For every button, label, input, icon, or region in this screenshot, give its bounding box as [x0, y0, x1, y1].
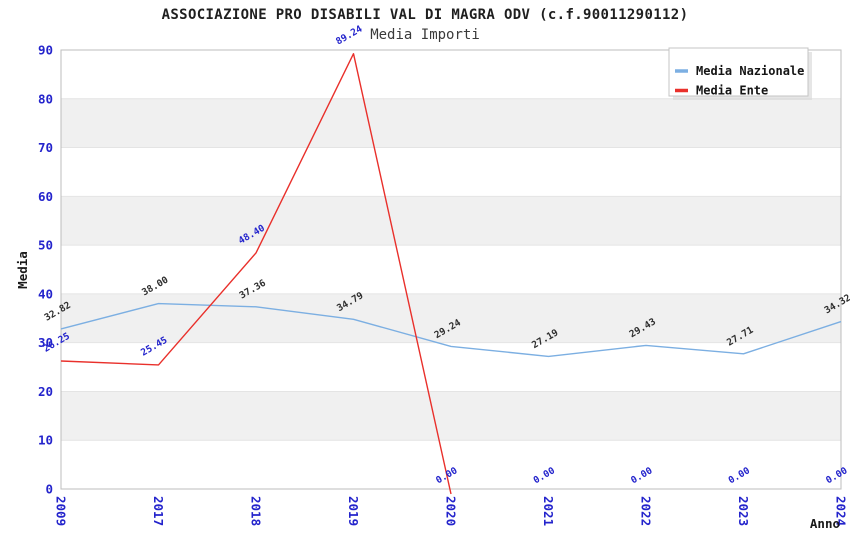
series-lines — [60, 53, 842, 495]
x-tick-label: 2023 — [736, 496, 751, 526]
horizontal-gridlines — [61, 98, 841, 441]
y-tick-label: 70 — [38, 140, 53, 155]
x-tick-label: 2024 — [834, 496, 849, 526]
y-axis-tick-labels: 0 10 20 30 40 50 60 70 80 90 — [38, 43, 53, 497]
x-tick-label: 2020 — [444, 496, 459, 526]
x-tick-label: 2021 — [541, 496, 556, 526]
x-axis-tick-labels: 2009 2017 2018 2019 2020 2021 2022 2023 2024 — [54, 496, 849, 526]
legend-box — [668, 47, 809, 97]
chart-title: ASSOCIAZIONE PRO DISABILI VAL DI MAGRA O… — [161, 7, 689, 23]
plot-band — [61, 196, 841, 246]
plot-band — [61, 440, 841, 489]
y-tick-label: 50 — [38, 238, 53, 253]
y-tick-label: 40 — [38, 286, 53, 301]
x-tick-label: 2017 — [151, 496, 166, 526]
y-tick-label: 60 — [38, 189, 53, 204]
plot-band — [61, 98, 841, 148]
y-tick-label: 30 — [38, 335, 53, 350]
y-tick-label: 90 — [38, 43, 53, 58]
x-tick-label: 2019 — [346, 496, 361, 526]
y-tick-label: 20 — [38, 384, 53, 399]
series-line-ente — [60, 53, 452, 495]
x-tick-label: 2022 — [639, 496, 654, 526]
x-tick-label: 2018 — [249, 496, 264, 526]
plot-band — [61, 391, 841, 441]
x-axis-title: Anno — [810, 516, 840, 531]
series-line-nazionale — [60, 302, 842, 358]
legend: Media Nazionale Media Ente — [668, 47, 812, 100]
plot-background-bands — [61, 50, 841, 489]
legend-label-media-nazionale: Media Nazionale — [696, 64, 804, 78]
y-tick-label: 0 — [45, 482, 53, 497]
plot-band — [61, 147, 841, 197]
chart-subtitle: Media Importi — [370, 27, 480, 43]
x-tick-label: 2009 — [54, 496, 69, 526]
plot-border — [60, 49, 842, 490]
plot-band — [61, 342, 841, 392]
plot-band — [61, 245, 841, 294]
y-tick-label: 10 — [38, 433, 53, 448]
plot-band — [61, 293, 841, 343]
y-tick-label: 80 — [38, 91, 53, 106]
legend-label-media-ente: Media Ente — [696, 84, 768, 98]
y-axis-title: Media — [15, 251, 30, 289]
